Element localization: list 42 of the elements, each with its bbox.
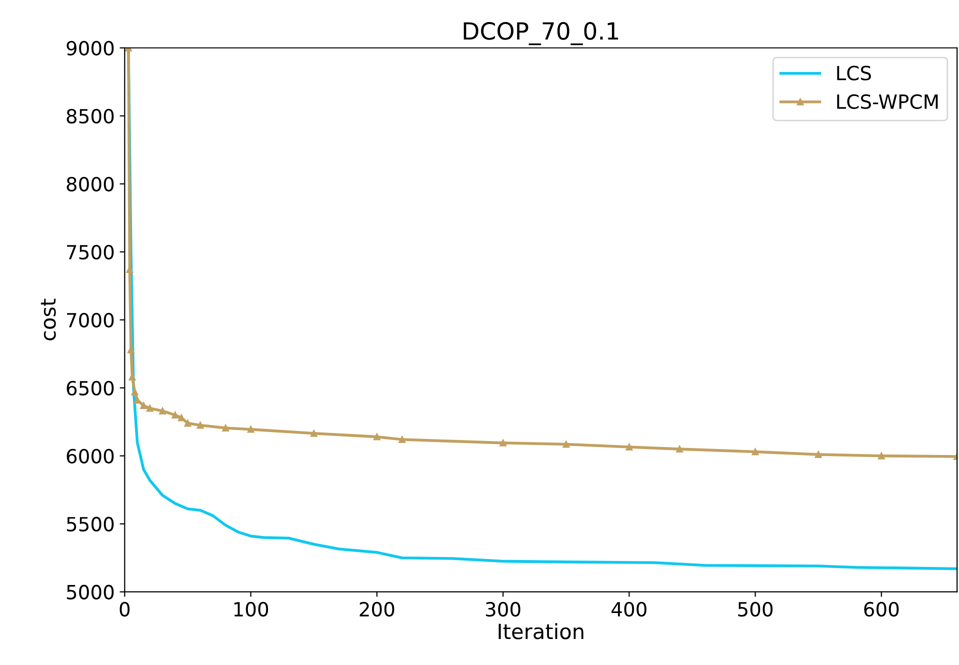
y-tick-label: 6500: [66, 380, 114, 396]
point: [140, 402, 148, 410]
point: [752, 448, 759, 456]
point: [398, 436, 406, 444]
x-tick-label: 300: [486, 602, 520, 617]
point: [562, 440, 570, 448]
x-tick-label: 400: [612, 602, 646, 617]
point: [676, 446, 684, 453]
y-tick-label: 5500: [66, 516, 114, 532]
point: [178, 414, 185, 422]
y-tick-label: 8500: [66, 108, 114, 124]
legend-label: LCS: [837, 66, 871, 80]
point: [222, 424, 230, 432]
y-tick-label: 6000: [66, 448, 114, 464]
point: [172, 412, 179, 419]
x-tick-label: 600: [864, 602, 899, 617]
point: [159, 408, 166, 414]
x-axis-title: Iteration: [498, 623, 584, 640]
point: [373, 433, 380, 440]
y-tick-label: 8000: [66, 176, 114, 192]
x-tick-label: 500: [738, 602, 773, 617]
point: [247, 426, 254, 433]
point: [196, 422, 204, 429]
point: [146, 404, 154, 412]
point: [626, 444, 633, 450]
point: [814, 451, 822, 458]
y-tick-label: 9000: [66, 40, 114, 56]
y-axis-title: cost: [40, 298, 56, 340]
y-tick-label: 5000: [66, 584, 114, 600]
y-tick-label: 7000: [67, 312, 114, 328]
y-tick-label: 7500: [67, 244, 114, 260]
x-tick-label: 100: [234, 602, 268, 617]
legend-label: LCS-WPCM: [837, 94, 938, 109]
x-tick-label: 0: [120, 602, 130, 617]
x-tick-label: 200: [360, 602, 394, 617]
chart-title: DCOP_70_0.1: [464, 22, 618, 46]
point: [310, 430, 318, 437]
point: [184, 420, 192, 427]
point: [131, 388, 138, 396]
point: [134, 396, 141, 404]
point: [500, 439, 507, 446]
point: [878, 452, 885, 460]
